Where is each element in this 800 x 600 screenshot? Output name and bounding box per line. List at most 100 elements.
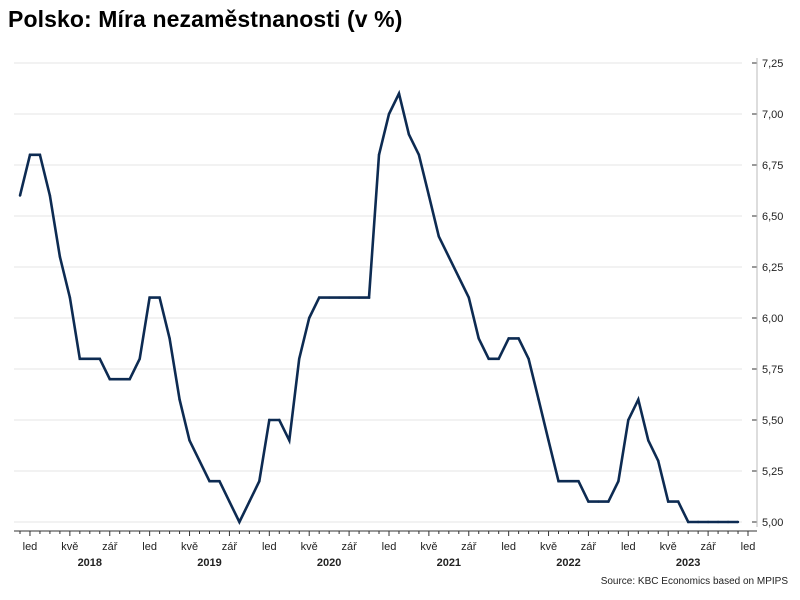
y-tick-label: 5,75	[762, 364, 783, 376]
y-tick-label: 5,50	[762, 415, 783, 427]
data-point	[607, 500, 610, 503]
data-point	[716, 520, 720, 524]
data-point	[88, 357, 92, 360]
x-year-label: 2018	[78, 557, 102, 569]
x-tick-label: zář	[461, 541, 477, 553]
y-tick-label: 5,00	[762, 517, 783, 529]
data-point	[278, 418, 281, 422]
data-point	[467, 296, 470, 299]
data-point	[397, 92, 401, 95]
data-point	[308, 316, 311, 320]
data-point	[497, 357, 500, 360]
data-point	[337, 296, 341, 299]
data-point	[128, 378, 131, 381]
x-tick-label: zář	[700, 541, 716, 553]
data-point	[676, 500, 680, 503]
data-point	[387, 112, 391, 116]
data-point	[367, 296, 371, 299]
y-axis: 7,25 7,00 6,75 6,50 6,25 6,00 5,75 5,50 5,25 5,00	[752, 58, 783, 529]
x-year-label: 2020	[317, 557, 341, 569]
x-tick-label: led	[382, 541, 397, 553]
x-tick-label: zář	[102, 541, 118, 553]
data-point	[587, 500, 590, 503]
data-point	[18, 194, 22, 197]
x-tick-label: led	[262, 541, 277, 553]
data-point	[447, 255, 451, 258]
y-tick-label: 7,00	[762, 109, 783, 121]
x-tick-label: led	[142, 541, 157, 553]
data-point	[417, 153, 421, 156]
data-point	[437, 235, 441, 238]
x-tick-label: led	[741, 541, 756, 553]
x-tick-label: led	[501, 541, 516, 553]
x-tick-label: kvě	[660, 541, 677, 553]
data-point	[28, 153, 32, 156]
data-point	[288, 439, 291, 442]
data-point	[208, 480, 211, 483]
y-tick-label: 6,00	[762, 313, 783, 325]
data-point	[457, 276, 460, 279]
data-point	[118, 378, 121, 381]
data-point	[507, 337, 510, 340]
data-point	[78, 357, 82, 360]
data-point	[268, 418, 271, 422]
x-tick-label: zář	[581, 541, 597, 553]
data-point	[547, 439, 550, 442]
data-point	[238, 520, 241, 524]
grid-lines	[14, 62, 742, 523]
y-tick-label: 5,25	[762, 466, 783, 478]
data-point	[218, 480, 221, 483]
data-point	[357, 296, 361, 299]
data-point	[248, 500, 251, 503]
x-tick-label: kvě	[301, 541, 318, 553]
data-point	[726, 520, 730, 524]
data-point	[158, 296, 161, 299]
data-point	[567, 480, 570, 483]
data-point	[517, 337, 520, 340]
data-point	[68, 296, 72, 299]
y-tick-label: 7,25	[762, 58, 783, 70]
data-point	[537, 398, 540, 401]
x-year-label: 2023	[676, 557, 700, 569]
data-point	[667, 500, 670, 503]
x-year-label: 2022	[556, 557, 580, 569]
data-point	[148, 296, 151, 299]
y-tick-label: 6,50	[762, 211, 783, 223]
data-point	[58, 255, 62, 258]
data-point	[617, 480, 620, 483]
data-point	[657, 459, 660, 462]
data-point	[527, 357, 530, 360]
data-point	[317, 296, 321, 299]
data-point	[108, 378, 111, 381]
x-tick-label: zář	[341, 541, 357, 553]
data-point	[557, 480, 560, 483]
x-tick-label: kvě	[540, 541, 557, 553]
chart-title: Polsko: Míra nezaměstnanosti (v %)	[8, 6, 403, 32]
data-point	[736, 520, 740, 524]
x-tick-label: kvě	[61, 541, 78, 553]
data-point	[427, 194, 431, 197]
data-point	[637, 398, 640, 401]
x-tick-label: led	[621, 541, 636, 553]
x-tick-label: kvě	[420, 541, 437, 553]
x-axis: led kvě zář led kvě zář led kvě zář led kvě zář led k…	[14, 530, 757, 569]
data-point	[188, 439, 191, 442]
data-point	[706, 520, 710, 524]
data-point	[407, 133, 411, 136]
y-tick-label: 6,25	[762, 262, 783, 274]
source-note: Source: KBC Economics based on MPIPS	[600, 576, 788, 587]
data-point	[577, 480, 580, 483]
data-point	[178, 398, 181, 401]
data-point	[38, 153, 42, 156]
data-point	[597, 500, 600, 503]
data-point	[98, 357, 101, 360]
data-point	[258, 480, 261, 483]
y-tick-label: 6,75	[762, 160, 783, 172]
data-point	[477, 337, 480, 340]
data-point	[627, 418, 630, 422]
x-tick-label: kvě	[181, 541, 198, 553]
data-point	[377, 153, 381, 156]
x-year-label: 2019	[197, 557, 221, 569]
data-point	[347, 296, 351, 299]
